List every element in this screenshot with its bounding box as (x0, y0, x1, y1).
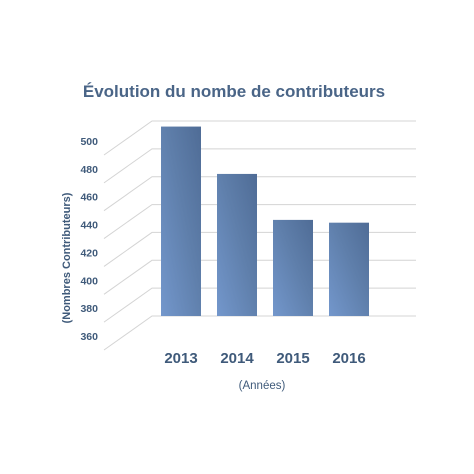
bar-2014 (217, 173, 257, 316)
y-tick-label: 480 (80, 164, 98, 176)
gridline (103, 231, 416, 267)
bar-2015 (273, 219, 313, 316)
y-tick-label: 380 (80, 303, 98, 315)
y-tick-label: 360 (80, 331, 98, 343)
gridline (103, 148, 416, 184)
gridline (103, 259, 416, 295)
x-tick-label: 2016 (332, 350, 365, 367)
x-tick-label: 2013 (164, 350, 197, 367)
y-tick-label: 500 (80, 136, 98, 148)
gridline (103, 204, 416, 239)
x-tick-label: 2014 (220, 350, 254, 367)
y-tick-label: 400 (80, 275, 98, 287)
y-axis-ticks: 360 380 400 420 440 460 480 500 (80, 136, 98, 343)
bar-2016 (329, 222, 369, 316)
x-axis-label: (Années) (239, 380, 286, 392)
gridline (103, 287, 416, 323)
bars (161, 126, 369, 316)
bar-2013 (161, 126, 201, 316)
y-axis-label: (Nombres Contributeurs) (61, 192, 73, 323)
x-axis-categories: 2013 2014 2015 2016 (164, 350, 365, 367)
y-tick-label: 460 (80, 192, 98, 204)
gridline (103, 120, 416, 156)
y-tick-label: 420 (80, 247, 98, 259)
gridline (103, 176, 416, 212)
chart-title: Évolution du nombe de contributeurs (83, 82, 385, 101)
y-tick-label: 440 (80, 220, 98, 232)
gridlines (103, 120, 416, 351)
gridline (103, 315, 416, 351)
x-tick-label: 2015 (276, 350, 309, 367)
